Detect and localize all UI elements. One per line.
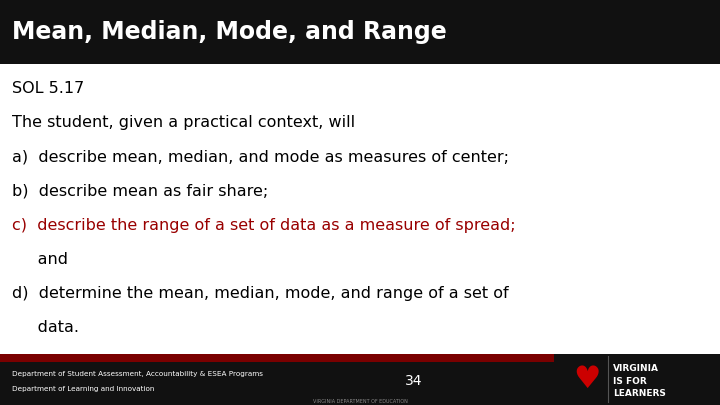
FancyBboxPatch shape: [0, 0, 720, 64]
Text: Mean, Median, Mode, and Range: Mean, Median, Mode, and Range: [12, 20, 446, 44]
Text: b)  describe mean as fair share;: b) describe mean as fair share;: [12, 183, 268, 198]
Text: VIRGINIA DEPARTMENT OF EDUCATION: VIRGINIA DEPARTMENT OF EDUCATION: [312, 399, 408, 404]
Text: IS FOR: IS FOR: [613, 377, 647, 386]
FancyBboxPatch shape: [0, 354, 720, 362]
FancyBboxPatch shape: [554, 354, 720, 405]
Text: The student, given a practical context, will: The student, given a practical context, …: [12, 115, 355, 130]
Text: Department of Learning and Innovation: Department of Learning and Innovation: [12, 386, 154, 392]
FancyBboxPatch shape: [0, 354, 720, 405]
Text: SOL 5.17: SOL 5.17: [12, 81, 84, 96]
Text: ♥: ♥: [573, 365, 600, 394]
Text: c)  describe the range of a set of data as a measure of spread;: c) describe the range of a set of data a…: [12, 217, 515, 232]
Text: and: and: [12, 252, 68, 267]
Text: data.: data.: [12, 320, 78, 335]
Text: 34: 34: [405, 374, 423, 388]
Text: d)  determine the mean, median, mode, and range of a set of: d) determine the mean, median, mode, and…: [12, 286, 508, 301]
Text: LEARNERS: LEARNERS: [613, 389, 666, 399]
Text: a)  describe mean, median, and mode as measures of center;: a) describe mean, median, and mode as me…: [12, 149, 508, 164]
Text: Department of Student Assessment, Accountability & ESEA Programs: Department of Student Assessment, Accoun…: [12, 371, 263, 377]
Text: VIRGINIA: VIRGINIA: [613, 364, 660, 373]
